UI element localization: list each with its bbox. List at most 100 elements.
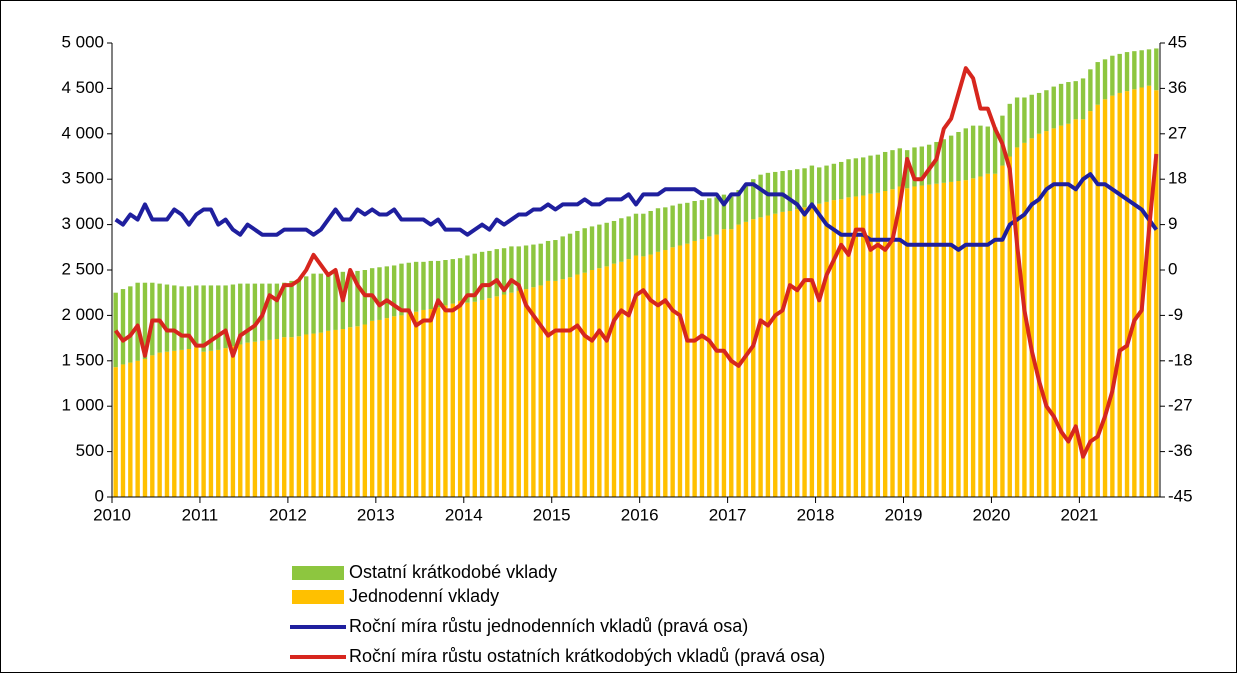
y2-tick-label: -27 bbox=[1168, 396, 1193, 415]
bar bbox=[1073, 119, 1078, 497]
bar bbox=[853, 196, 859, 497]
bar bbox=[450, 259, 455, 304]
bar bbox=[1154, 48, 1159, 91]
bar bbox=[538, 285, 543, 497]
bar bbox=[663, 250, 668, 497]
bar bbox=[479, 251, 485, 300]
bar bbox=[1154, 90, 1159, 497]
y-tick-label: 4 500 bbox=[61, 78, 104, 97]
bar bbox=[325, 330, 331, 497]
bar bbox=[743, 185, 749, 222]
bar bbox=[457, 300, 463, 497]
bar bbox=[164, 351, 170, 497]
bar bbox=[274, 283, 280, 340]
bar bbox=[142, 358, 148, 497]
bar bbox=[978, 125, 983, 177]
bar bbox=[948, 181, 954, 497]
bar bbox=[1058, 125, 1064, 498]
bar bbox=[282, 337, 287, 497]
bar bbox=[897, 186, 903, 498]
bar bbox=[450, 303, 455, 497]
bar bbox=[487, 250, 492, 299]
y2-tick-label: 0 bbox=[1168, 259, 1177, 278]
bar bbox=[677, 203, 683, 246]
bar bbox=[787, 170, 793, 211]
bar bbox=[157, 352, 162, 497]
bar bbox=[655, 208, 661, 252]
bar bbox=[428, 309, 433, 497]
bar bbox=[860, 157, 866, 196]
bar bbox=[311, 273, 316, 334]
bar bbox=[597, 268, 602, 497]
bar bbox=[509, 246, 514, 293]
bar bbox=[817, 167, 822, 204]
x-tick-label: 2019 bbox=[885, 505, 923, 524]
bar bbox=[311, 333, 316, 497]
bar bbox=[296, 279, 302, 337]
bar bbox=[391, 265, 397, 317]
bar bbox=[1066, 82, 1071, 124]
bar bbox=[201, 285, 206, 352]
bar bbox=[523, 289, 529, 497]
bar bbox=[626, 259, 631, 497]
bar bbox=[780, 171, 785, 212]
bar bbox=[1029, 138, 1034, 497]
bar bbox=[362, 324, 368, 497]
legend-label: Roční míra růstu jednodenních vkladů (pr… bbox=[349, 616, 748, 636]
bar bbox=[516, 290, 521, 497]
bar bbox=[318, 273, 324, 333]
y-tick-label: 1 000 bbox=[61, 396, 104, 415]
x-tick-label: 2015 bbox=[533, 505, 571, 524]
bar bbox=[274, 339, 280, 497]
bar bbox=[985, 126, 990, 174]
bar bbox=[1080, 119, 1086, 497]
bar bbox=[926, 144, 932, 185]
bar bbox=[934, 183, 939, 498]
bar bbox=[926, 184, 932, 497]
bar bbox=[582, 228, 587, 273]
bar bbox=[963, 128, 968, 181]
bar bbox=[648, 210, 653, 255]
bar bbox=[663, 207, 668, 251]
y-tick-label: 3 000 bbox=[61, 214, 104, 233]
bar bbox=[1132, 51, 1137, 90]
x-tick-label: 2018 bbox=[797, 505, 835, 524]
bar bbox=[992, 127, 998, 174]
bar bbox=[780, 211, 785, 497]
bar bbox=[179, 349, 184, 497]
bar bbox=[795, 169, 800, 210]
bar bbox=[839, 199, 844, 497]
bar bbox=[1044, 90, 1049, 132]
bar bbox=[868, 193, 873, 497]
bar bbox=[150, 355, 155, 497]
bar bbox=[435, 307, 441, 497]
bar bbox=[948, 135, 954, 182]
bar bbox=[1117, 53, 1122, 93]
bar bbox=[897, 148, 903, 187]
bar bbox=[186, 348, 192, 497]
bar bbox=[347, 270, 353, 328]
bar bbox=[523, 245, 529, 290]
bar bbox=[421, 261, 426, 310]
bar bbox=[626, 216, 631, 260]
bar bbox=[707, 236, 712, 498]
bar bbox=[289, 337, 294, 497]
bar bbox=[1110, 55, 1115, 96]
bar bbox=[128, 362, 133, 497]
bar bbox=[611, 263, 617, 497]
bar bbox=[435, 260, 441, 308]
bar bbox=[575, 230, 580, 275]
bar bbox=[641, 213, 646, 257]
bar bbox=[875, 154, 881, 193]
bar bbox=[956, 131, 961, 182]
bar bbox=[1007, 156, 1012, 497]
x-tick-label: 2014 bbox=[445, 505, 483, 524]
bar bbox=[391, 316, 397, 497]
bar bbox=[692, 200, 697, 241]
bar bbox=[120, 364, 126, 497]
bar bbox=[333, 329, 338, 497]
bar bbox=[1051, 128, 1056, 498]
bar bbox=[970, 125, 976, 179]
bar bbox=[1146, 85, 1152, 498]
bar bbox=[751, 219, 756, 498]
